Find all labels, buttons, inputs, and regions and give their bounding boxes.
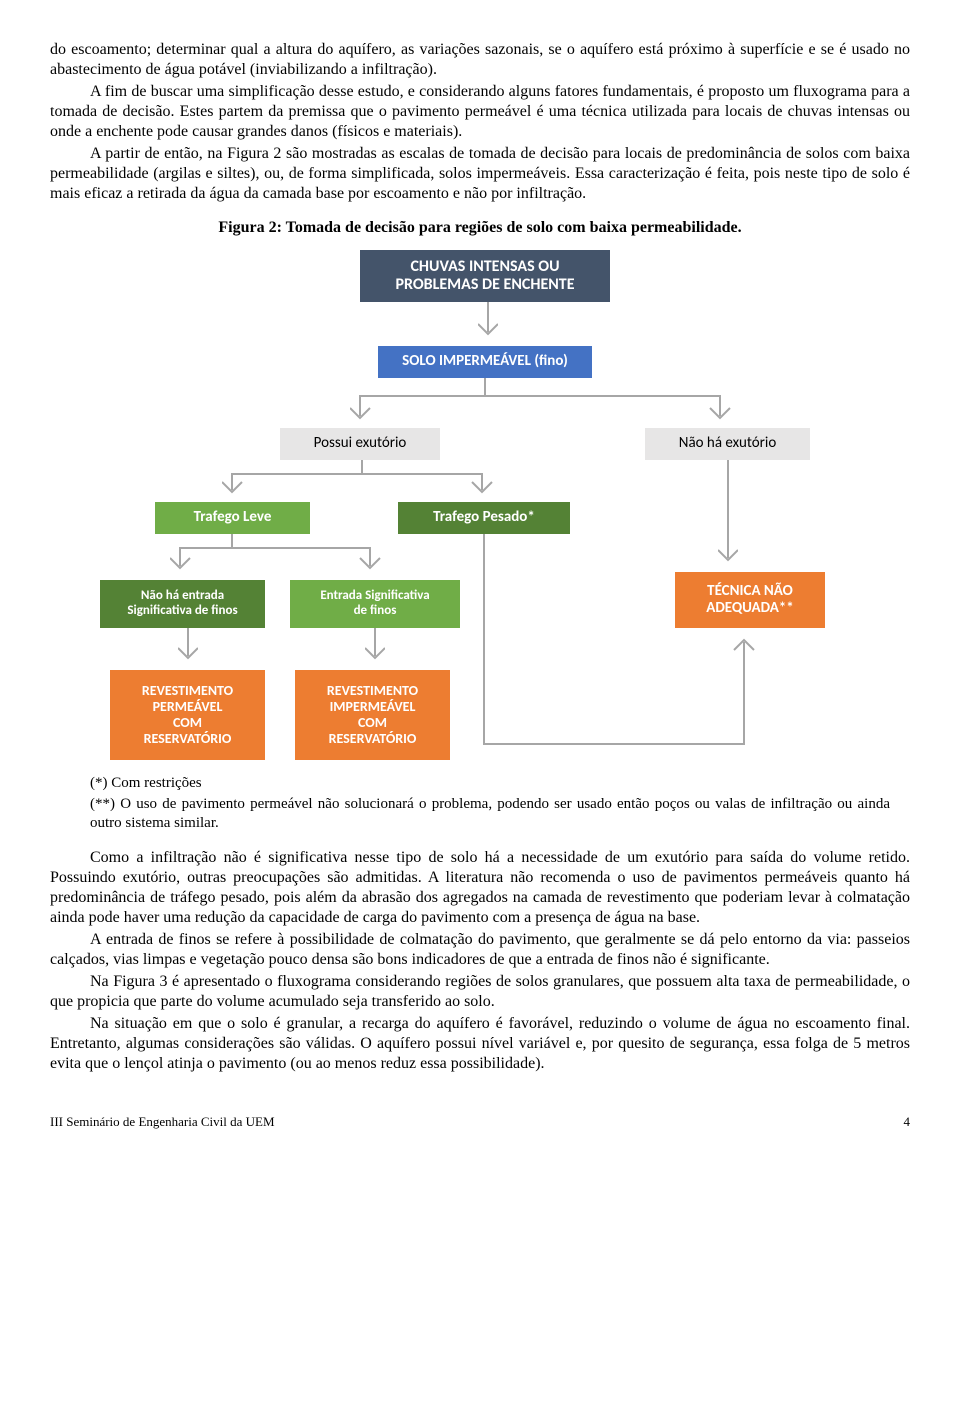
- flow-node-traf_p: Trafego Pesado*: [398, 502, 570, 534]
- paragraph-6: Na Figura 3 é apresentado o fluxograma c…: [50, 972, 910, 1012]
- flow-arrow-2: [222, 460, 522, 500]
- footnote-1: (*) Com restrições: [90, 774, 890, 793]
- flow-node-top: CHUVAS INTENSAS OUPROBLEMAS DE ENCHENTE: [360, 250, 610, 302]
- flow-node-exut_n: Não há exutório: [645, 428, 810, 460]
- paragraph-1: do escoamento; determinar qual a altura …: [50, 40, 910, 80]
- flow-node-exut_y: Possui exutório: [280, 428, 440, 460]
- flow-node-rev_p: REVESTIMENTOPERMEÁVELCOMRESERVATÓRIO: [110, 670, 265, 760]
- footer-page: 4: [904, 1114, 911, 1130]
- flow-node-fin_y: Entrada Significativade finos: [290, 580, 460, 628]
- paragraph-5: A entrada de finos se refere à possibili…: [50, 930, 910, 970]
- flow-arrow-4: [178, 628, 198, 666]
- flow-node-fin_n: Não há entradaSignificativa de finos: [100, 580, 265, 628]
- flow-arrow-1: [350, 378, 750, 426]
- flow-arrow-5: [365, 628, 385, 666]
- footnote-2: (**) O uso de pavimento permeável não so…: [90, 795, 890, 833]
- flow-arrow-3: [170, 534, 420, 576]
- flow-arrow-0: [478, 302, 498, 342]
- figure-title: Figura 2: Tomada de decisão para regiões…: [50, 218, 910, 238]
- flowchart-figure: CHUVAS INTENSAS OUPROBLEMAS DE ENCHENTE S…: [100, 250, 860, 770]
- paragraph-7: Na situação em que o solo é granular, a …: [50, 1014, 910, 1074]
- paragraph-4: Como a infiltração não é significativa n…: [50, 848, 910, 928]
- flow-node-traf_l: Trafego Leve: [155, 502, 310, 534]
- paragraph-2: A fim de buscar uma simplificação desse …: [50, 82, 910, 142]
- paragraph-3: A partir de então, na Figura 2 são mostr…: [50, 144, 910, 204]
- flow-node-rev_i: REVESTIMENTOIMPERMEÁVELCOMRESERVATÓRIO: [295, 670, 450, 760]
- flow-arrow-7: [718, 460, 738, 568]
- flow-node-solo: SOLO IMPERMEÁVEL (fino): [378, 346, 592, 378]
- footer-left: III Seminário de Engenharia Civil da UEM: [50, 1114, 275, 1130]
